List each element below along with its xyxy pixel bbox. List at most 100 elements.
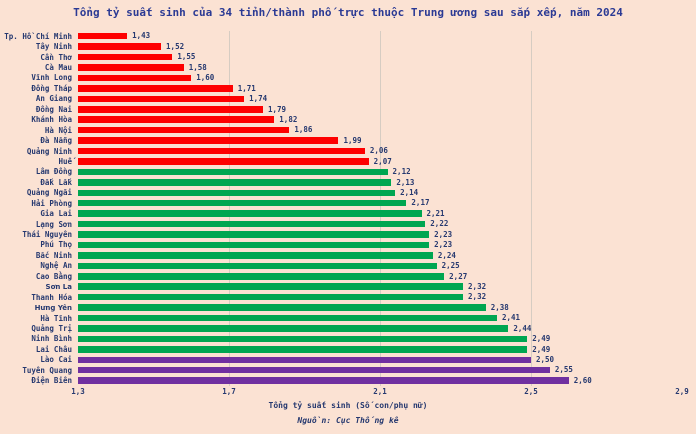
bar-row: 1,60 [78, 73, 682, 83]
bar [78, 53, 173, 61]
bar [78, 210, 422, 217]
y-axis-label: Bắc Ninh [35, 250, 72, 260]
bar-row: 1,74 [78, 94, 682, 104]
x-axis-tick-label: 1,7 [222, 387, 236, 396]
bar-value-label: 1,79 [267, 104, 287, 114]
bar-row: 2,25 [78, 261, 682, 271]
chart-title: Tổng tỷ suất sinh của 34 tỉnh/thành phố … [73, 6, 623, 19]
bar-value-label: 2,13 [396, 177, 415, 187]
bar-row: 2,60 [78, 375, 682, 385]
bar-row: 2,32 [78, 282, 682, 292]
bar-row: 1,43 [78, 31, 682, 41]
y-axis-label: Lai Châu [35, 344, 72, 354]
bar-value-label: 2,38 [490, 302, 509, 312]
bar-value-label: 2,23 [434, 240, 453, 250]
y-axis-label: Đồng Nai [35, 104, 72, 114]
bar-row: 1,52 [78, 41, 682, 51]
bar-value-label: 2,22 [430, 219, 449, 229]
bar-value-label: 2,14 [400, 188, 419, 198]
x-axis-tick-label: 2,1 [373, 387, 387, 396]
bar-row: 1,86 [78, 125, 682, 135]
bar [78, 147, 365, 155]
y-axis-label: Gia Lai [40, 209, 72, 219]
bar [78, 377, 569, 384]
bar [78, 137, 339, 144]
bar [78, 314, 498, 322]
bar [78, 126, 290, 134]
bar-row: 2,23 [78, 240, 682, 250]
x-axis-ticks: 1,3 1,7 2,1 2,5 2,9 [71, 387, 689, 397]
bar-value-label: 2,23 [434, 229, 453, 239]
bar-row: 1,58 [78, 62, 682, 72]
bar [78, 231, 430, 238]
bar [78, 74, 192, 82]
gridline [531, 31, 532, 386]
bar-value-label: 1,60 [196, 73, 215, 83]
bar [78, 32, 128, 40]
y-axis-label: Điện Biên [31, 376, 72, 386]
x-axis-tick-label: 2,5 [524, 387, 538, 396]
bar-row: 2,27 [78, 271, 682, 281]
bar-value-label: 1,74 [249, 94, 268, 104]
bar-value-label: 2,49 [532, 344, 551, 354]
bar-row: 2,41 [78, 313, 682, 323]
y-axis-label: Cà Mau [44, 63, 72, 73]
y-axis-label: Quảng Trị [31, 323, 72, 333]
bar-row: 1,82 [78, 115, 682, 125]
bar-value-label: 2,50 [536, 355, 555, 365]
y-axis-label: Đồng Tháp [31, 83, 72, 93]
bar-row: 2,06 [78, 146, 682, 156]
bar [78, 304, 486, 311]
y-axis-label: Tây Ninh [35, 42, 72, 52]
bar [78, 168, 388, 176]
bar-row: 2,49 [78, 344, 682, 354]
bar-rows: 1,43 1,52 1,55 1,58 1,60 1,71 1,74 1,79 1,82 1,86… [78, 31, 682, 386]
bar-row: 2,38 [78, 302, 682, 312]
bar-value-label: 1,71 [237, 83, 256, 93]
y-axis-label: Quảng Ngãi [26, 188, 72, 198]
y-axis-label: Thái Nguyên [22, 230, 72, 240]
bar-row: 2,22 [78, 219, 682, 229]
bar [78, 346, 528, 353]
bar-value-label: 2,49 [532, 334, 551, 344]
y-axis-label: Thanh Hóa [31, 292, 72, 302]
bar-row: 2,14 [78, 188, 682, 198]
y-axis-label: Khánh Hòa [31, 115, 72, 125]
y-axis-label: Sơn La [45, 282, 72, 291]
gridlines [78, 31, 682, 386]
bar-row: 2,12 [78, 167, 682, 177]
bar-value-label: 1,55 [177, 52, 196, 62]
bar-value-label: 1,82 [279, 114, 298, 124]
bar-value-label: 2,17 [411, 198, 430, 208]
bar [78, 85, 233, 92]
bar [78, 158, 369, 165]
y-axis-label: Đắk Lắk [40, 177, 72, 187]
bar-value-label: 2,32 [468, 292, 487, 302]
bar [78, 116, 275, 123]
y-axis-label: An Giang [35, 94, 72, 104]
y-axis-label: Hà Tĩnh [40, 313, 72, 323]
x-axis-tick-label: 1,3 [71, 387, 85, 396]
bar-row: 1,99 [78, 135, 682, 145]
gridline [380, 31, 381, 386]
y-axis-label: Vĩnh Long [31, 73, 72, 83]
bar-value-label: 1,86 [294, 125, 313, 135]
y-axis-label: Huế [58, 156, 72, 166]
y-axis-label: Tp. Hồ Chí Minh [4, 31, 72, 41]
bar-row: 2,21 [78, 208, 682, 218]
y-axis-label: Hà Nội [44, 125, 72, 135]
bar [78, 283, 464, 290]
bar [78, 64, 184, 71]
bar-value-label: 2,06 [369, 146, 388, 156]
bar-row: 2,50 [78, 355, 682, 365]
bar-value-label: 2,41 [502, 313, 521, 323]
bar-value-label: 1,43 [132, 31, 151, 41]
bar [78, 179, 392, 186]
bar-value-label: 2,25 [441, 261, 460, 271]
bar-value-label: 1,52 [166, 41, 185, 51]
bar-row: 2,44 [78, 323, 682, 333]
bar-row: 2,07 [78, 156, 682, 166]
bar-row: 2,13 [78, 177, 682, 187]
bar-row: 1,71 [78, 83, 682, 93]
